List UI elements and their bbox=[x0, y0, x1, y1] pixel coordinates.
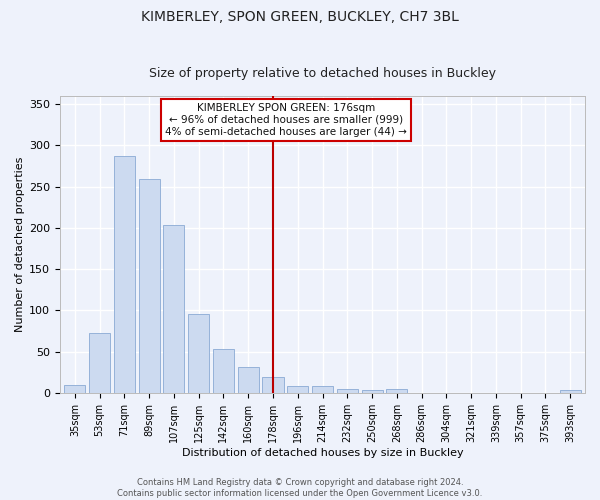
Bar bbox=[337, 388, 358, 393]
Bar bbox=[238, 368, 259, 393]
Bar bbox=[188, 314, 209, 393]
Bar bbox=[560, 390, 581, 393]
Bar bbox=[64, 386, 85, 393]
Bar bbox=[362, 390, 383, 393]
Bar bbox=[287, 386, 308, 393]
Text: Contains HM Land Registry data © Crown copyright and database right 2024.
Contai: Contains HM Land Registry data © Crown c… bbox=[118, 478, 482, 498]
Text: KIMBERLEY SPON GREEN: 176sqm
← 96% of detached houses are smaller (999)
4% of se: KIMBERLEY SPON GREEN: 176sqm ← 96% of de… bbox=[165, 104, 407, 136]
Bar bbox=[163, 224, 184, 393]
Text: KIMBERLEY, SPON GREEN, BUCKLEY, CH7 3BL: KIMBERLEY, SPON GREEN, BUCKLEY, CH7 3BL bbox=[141, 10, 459, 24]
X-axis label: Distribution of detached houses by size in Buckley: Distribution of detached houses by size … bbox=[182, 448, 463, 458]
Bar bbox=[139, 179, 160, 393]
Bar bbox=[312, 386, 333, 393]
Title: Size of property relative to detached houses in Buckley: Size of property relative to detached ho… bbox=[149, 66, 496, 80]
Bar bbox=[386, 388, 407, 393]
Bar bbox=[114, 156, 135, 393]
Bar bbox=[262, 377, 284, 393]
Bar bbox=[89, 334, 110, 393]
Y-axis label: Number of detached properties: Number of detached properties bbox=[15, 156, 25, 332]
Bar bbox=[213, 349, 234, 393]
